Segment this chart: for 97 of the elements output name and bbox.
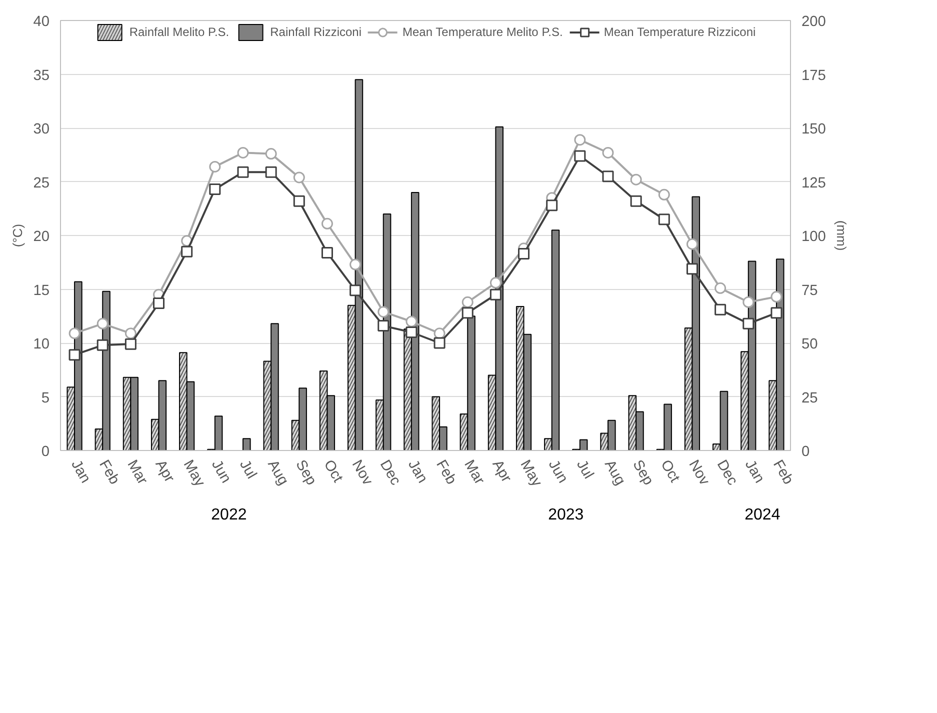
point xyxy=(770,291,782,303)
point xyxy=(742,296,754,308)
point xyxy=(68,349,80,361)
y2-tick-label: 75 xyxy=(802,282,818,299)
point xyxy=(406,326,418,338)
y2-tick-label: 100 xyxy=(802,229,826,245)
x-tick-label: Jul xyxy=(236,458,260,482)
point xyxy=(124,328,136,340)
point xyxy=(742,318,754,330)
point xyxy=(350,284,362,296)
x-tick-label: Oct xyxy=(320,458,346,486)
y-tick-label: 0 xyxy=(41,444,50,460)
x-tick-label: Feb xyxy=(432,458,460,488)
point xyxy=(630,195,642,207)
point xyxy=(124,338,136,350)
point xyxy=(630,174,642,186)
legend-label: Mean Temperature Melito P.S. xyxy=(402,25,563,39)
point xyxy=(68,328,80,340)
point xyxy=(574,150,586,162)
y-tick-label: 30 xyxy=(33,122,50,138)
point xyxy=(434,337,446,349)
x-tick-label: Nov xyxy=(348,458,376,489)
y-tick-label: 20 xyxy=(33,229,50,245)
y2-tick-label: 0 xyxy=(802,444,810,460)
point xyxy=(153,297,165,309)
point xyxy=(321,218,333,230)
point xyxy=(293,172,305,184)
point xyxy=(96,339,108,351)
point xyxy=(686,263,698,275)
y-axis-title: (°C) xyxy=(10,224,26,248)
point xyxy=(490,288,502,300)
x-tick-label: Jan xyxy=(741,458,768,486)
point xyxy=(462,296,474,308)
point xyxy=(574,134,586,146)
y2-tick-label: 50 xyxy=(802,336,818,352)
y2-tick-label: 25 xyxy=(802,390,818,406)
point xyxy=(237,166,249,178)
point xyxy=(770,307,782,319)
x-tick-label: Feb xyxy=(96,458,122,488)
y2-tick-label: 125 xyxy=(802,175,826,192)
y2-tick-label: 175 xyxy=(802,68,826,84)
point xyxy=(237,146,249,158)
point xyxy=(350,258,362,270)
bar xyxy=(242,438,251,450)
y-tick-label: 25 xyxy=(33,175,50,192)
point xyxy=(714,304,726,316)
point xyxy=(96,318,108,330)
point xyxy=(658,188,670,200)
point xyxy=(321,246,333,258)
point xyxy=(518,248,530,260)
point xyxy=(602,170,614,182)
y2-tick-label: 200 xyxy=(802,14,826,30)
y-tick-label: 5 xyxy=(41,390,50,406)
point xyxy=(714,282,726,294)
x-tick-label: Jan xyxy=(68,458,94,486)
legend-label: Rainfall Rizziconi xyxy=(270,25,362,39)
point xyxy=(686,238,698,250)
x-tick-label: Feb xyxy=(770,458,796,488)
x-tick-label: Mar xyxy=(124,458,150,488)
point xyxy=(546,200,558,212)
point xyxy=(462,307,474,319)
x-tick-label: Apr xyxy=(152,458,178,486)
text: 2022 xyxy=(211,506,247,524)
y2-axis-title: (mm) xyxy=(834,220,849,251)
x-tick-label: Mar xyxy=(460,458,488,488)
x-tick-label: Apr xyxy=(488,458,514,486)
x-tick-label: Sep xyxy=(629,458,656,488)
point xyxy=(378,320,390,332)
x-tick-label: Jul xyxy=(572,458,596,482)
legend-label: Mean Temperature Rizziconi xyxy=(604,25,756,39)
y-tick-label: 10 xyxy=(33,336,50,352)
point xyxy=(209,184,221,196)
point xyxy=(378,306,390,318)
text: 2023 xyxy=(548,506,584,524)
x-tick-label: Nov xyxy=(685,458,713,489)
x-tick-label: Jan xyxy=(404,458,430,486)
point xyxy=(265,166,277,178)
x-tick-label: Sep xyxy=(292,458,320,488)
point xyxy=(602,146,614,158)
point xyxy=(490,277,502,289)
y2-tick-label: 150 xyxy=(802,122,826,138)
y-tick-label: 35 xyxy=(33,68,50,84)
x-tick-label: Jun xyxy=(208,458,234,486)
point xyxy=(406,316,418,328)
x-tick-label: Oct xyxy=(657,458,682,486)
point xyxy=(293,195,305,207)
text: 2024 xyxy=(744,506,780,524)
point xyxy=(209,160,221,172)
x-tick-label: Aug xyxy=(601,458,628,488)
x-tick-label: Aug xyxy=(264,458,292,488)
point xyxy=(265,148,277,160)
x-tick-label: Jun xyxy=(544,458,571,486)
y-tick-label: 40 xyxy=(33,14,50,30)
y-tick-label: 15 xyxy=(33,282,50,299)
point xyxy=(658,214,670,226)
point xyxy=(181,246,193,258)
legend-label: Rainfall Melito P.S. xyxy=(129,25,230,39)
